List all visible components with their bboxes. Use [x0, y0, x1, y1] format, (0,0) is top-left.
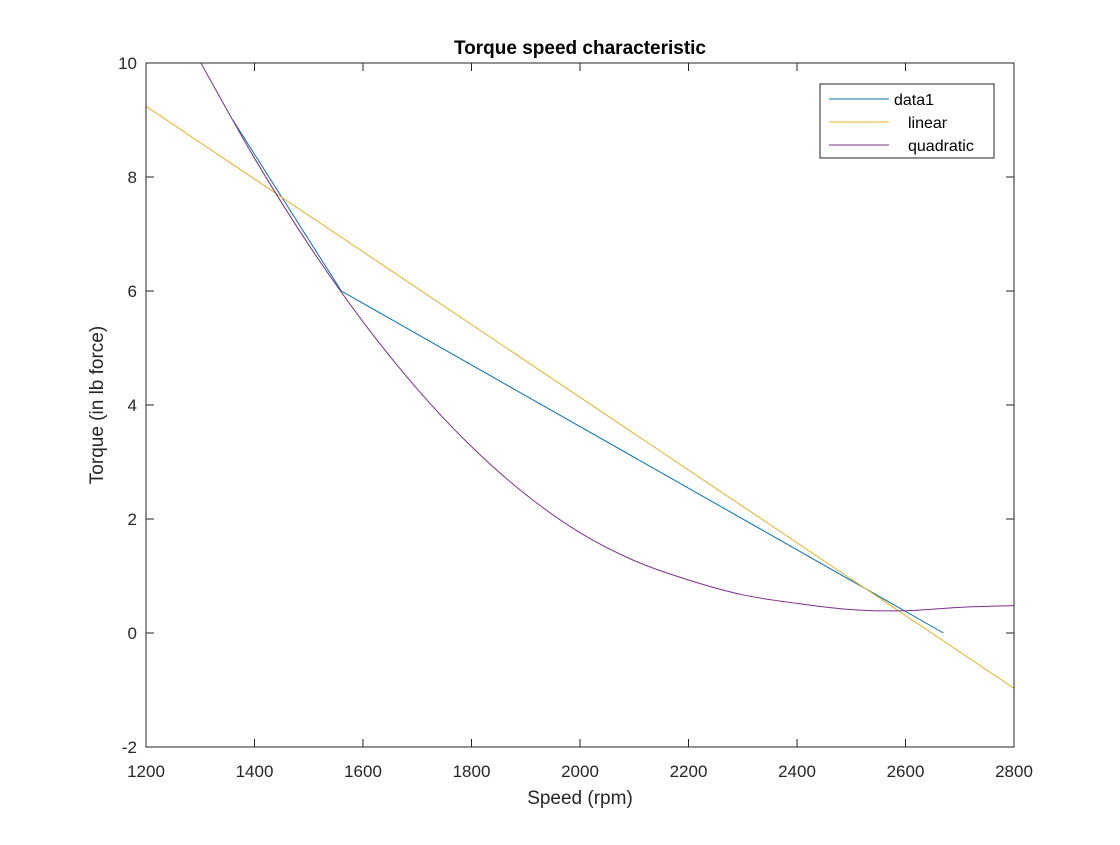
series-line-quadratic — [200, 63, 1014, 612]
x-tick-label: 1200 — [127, 762, 165, 781]
y-axis-label: Torque (in lb force) — [87, 326, 108, 484]
legend-box — [819, 83, 995, 159]
x-tick-label: 2800 — [995, 762, 1033, 781]
y-tick-label: 10 — [118, 54, 137, 73]
series-line-data1 — [232, 119, 944, 634]
y-tick-label: -2 — [122, 738, 137, 757]
x-tick-label: 2600 — [887, 762, 925, 781]
x-tick-label: 2000 — [561, 762, 599, 781]
x-axis-label: Speed (rpm) — [527, 788, 633, 809]
legend-items: data1 linear quadratic — [829, 92, 974, 155]
legend-label-quadratic: quadratic — [908, 138, 974, 155]
y-tick-label: 2 — [128, 510, 137, 529]
chart-title: Torque speed characteristic — [454, 38, 706, 59]
tick-layer: 1200 1400 1600 1800 2000 2200 2400 2600 2800 -2 0 2… — [118, 54, 1033, 781]
legend: data1 linear quadratic — [819, 83, 995, 159]
plot-area — [146, 63, 1014, 747]
x-tick-label: 2200 — [670, 762, 708, 781]
y-tick-label: 0 — [128, 624, 137, 643]
series-line-linear — [146, 105, 1014, 689]
legend-label-data1: data1 — [894, 92, 934, 109]
legend-label-linear: linear — [908, 115, 948, 132]
x-tick-label: 1800 — [453, 762, 491, 781]
y-tick-label: 6 — [128, 282, 137, 301]
y-tick-label: 8 — [128, 168, 137, 187]
series-layer — [146, 63, 1014, 689]
x-tick-label: 1400 — [236, 762, 274, 781]
x-tick-label: 1600 — [344, 762, 382, 781]
x-tick-label: 2400 — [778, 762, 816, 781]
y-tick-label: 4 — [128, 396, 137, 415]
